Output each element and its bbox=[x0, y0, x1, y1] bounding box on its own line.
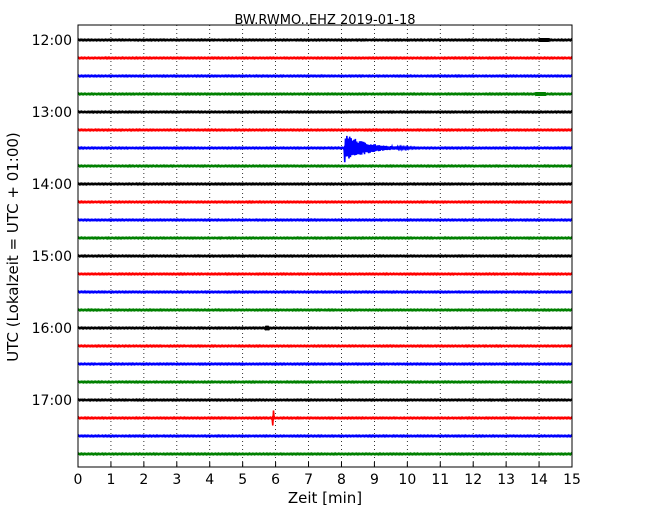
x-tick-label-1: 1 bbox=[106, 472, 115, 488]
trace-1330 bbox=[77, 135, 573, 163]
trace-1600 bbox=[77, 325, 573, 331]
trace-1415 bbox=[77, 199, 573, 205]
trace-1630 bbox=[77, 361, 573, 367]
trace-1300 bbox=[77, 109, 573, 115]
y-tick-label-1400: 14:00 bbox=[32, 177, 72, 193]
trace-1245 bbox=[77, 91, 573, 97]
trace-1400 bbox=[77, 181, 573, 187]
x-axis-ticks: 0 1 2 3 4 5 6 7 8 9 10 11 12 13 14 15 bbox=[74, 462, 581, 488]
x-tick-label-8: 8 bbox=[337, 472, 346, 488]
x-tick-label-12: 12 bbox=[464, 472, 482, 488]
trace-1445 bbox=[77, 235, 573, 241]
x-tick-label-3: 3 bbox=[172, 472, 181, 488]
trace-1500 bbox=[77, 253, 573, 259]
trace-1515 bbox=[77, 271, 573, 277]
trace-1615 bbox=[77, 343, 573, 349]
x-tick-label-2: 2 bbox=[139, 472, 148, 488]
y-tick-label-1200: 12:00 bbox=[32, 33, 72, 49]
y-tick-label-1300: 13:00 bbox=[32, 105, 72, 121]
y-tick-label-1700: 17:00 bbox=[32, 393, 72, 409]
x-tick-label-4: 4 bbox=[205, 472, 214, 488]
trace-1200 bbox=[77, 37, 573, 43]
x-tick-label-10: 10 bbox=[398, 472, 416, 488]
trace-1700 bbox=[77, 397, 573, 403]
x-axis-label: Zeit [min] bbox=[288, 489, 362, 507]
chart-title: BW.RWMO..EHZ 2019-01-18 bbox=[234, 13, 415, 28]
grid-lines bbox=[110, 25, 540, 467]
plot-frame bbox=[77, 24, 573, 468]
seismic-traces bbox=[77, 37, 573, 457]
x-tick-label-9: 9 bbox=[370, 472, 379, 488]
x-tick-label-13: 13 bbox=[497, 472, 515, 488]
trace-1745 bbox=[77, 451, 573, 457]
x-tick-label-0: 0 bbox=[74, 472, 83, 488]
trace-1715 bbox=[77, 410, 573, 426]
x-tick-label-6: 6 bbox=[271, 472, 280, 488]
trace-1215 bbox=[77, 55, 573, 61]
trace-1730 bbox=[77, 433, 573, 439]
y-tick-label-1600: 16:00 bbox=[32, 321, 72, 337]
y-tick-label-1500: 15:00 bbox=[32, 249, 72, 265]
trace-1345 bbox=[77, 163, 573, 169]
trace-1545 bbox=[77, 307, 573, 313]
x-tick-label-11: 11 bbox=[431, 472, 449, 488]
y-axis-label: UTC (Lokalzeit = UTC + 01:00) bbox=[4, 132, 22, 362]
trace-1645 bbox=[77, 379, 573, 385]
x-tick-label-15: 15 bbox=[563, 472, 581, 488]
x-tick-label-5: 5 bbox=[238, 472, 247, 488]
x-tick-label-14: 14 bbox=[530, 472, 548, 488]
trace-1230 bbox=[77, 73, 573, 79]
trace-1315 bbox=[77, 127, 573, 133]
trace-1430 bbox=[77, 217, 573, 223]
y-axis-ticks: 12:00 13:00 14:00 15:00 16:00 17:00 bbox=[32, 33, 83, 409]
trace-1530 bbox=[77, 289, 573, 295]
x-tick-label-7: 7 bbox=[304, 472, 313, 488]
